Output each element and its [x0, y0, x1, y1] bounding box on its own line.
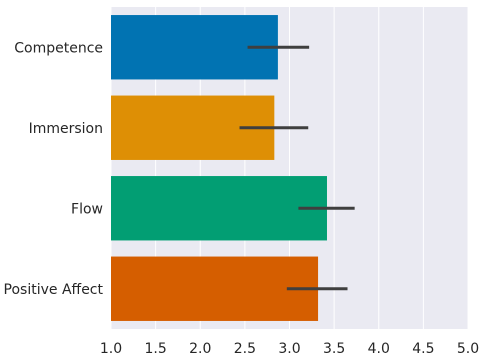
x-tick-label: 1.5: [144, 341, 166, 357]
x-tick-label: 3.5: [323, 341, 345, 357]
category-label: Positive Affect: [4, 282, 104, 298]
category-label: Immersion: [29, 121, 103, 137]
category-label: Flow: [71, 201, 103, 217]
error-bars: [239, 45, 355, 291]
x-tick-label: 3.0: [278, 341, 300, 357]
bar: [111, 256, 319, 321]
x-tick-label: 5.0: [457, 341, 479, 357]
x-tick-label: 4.5: [412, 341, 434, 357]
x-tick-label: 4.0: [368, 341, 390, 357]
x-tick-label: 1.0: [100, 341, 122, 357]
category-label: Competence: [14, 40, 103, 56]
x-tick-labels: 1.0 1.5 2.0 2.5 3.0 3.5 4.0 4.5 5.0: [100, 341, 479, 357]
x-tick-label: 2.0: [189, 341, 211, 357]
x-tick-label: 2.5: [234, 341, 256, 357]
bar: [111, 176, 327, 241]
category-labels: Competence Immersion Flow Positive Affect: [4, 40, 104, 298]
